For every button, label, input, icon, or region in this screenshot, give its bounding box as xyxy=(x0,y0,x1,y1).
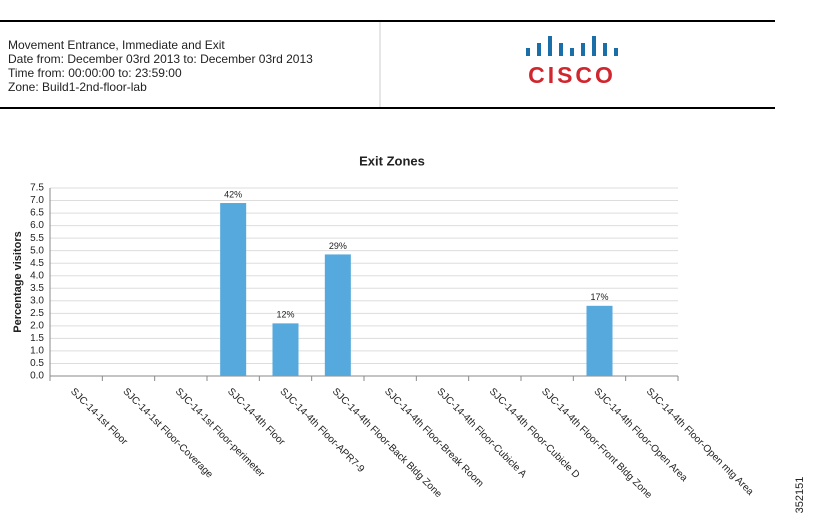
logo-bars xyxy=(526,36,618,56)
x-tick-label: SJC-14-4th Floor-APR7-9 xyxy=(278,386,367,475)
bar xyxy=(272,323,299,376)
bar xyxy=(220,203,247,376)
bar xyxy=(324,254,351,376)
bar-label: 42% xyxy=(224,189,242,199)
x-tick-label: SJC-14-4th Floor-Open Area xyxy=(592,386,690,484)
y-tick-label: 7.5 xyxy=(30,183,44,194)
bar xyxy=(586,305,613,376)
bar-label: 17% xyxy=(590,292,608,302)
x-tick-label: SJC-14-1st Floor xyxy=(68,386,130,448)
y-tick-label: 6.0 xyxy=(30,220,44,231)
header-line: Time from: 00:00:00 to: 23:59:00 xyxy=(8,66,182,80)
x-tick-label: SJC-14-4th Floor-Cubicle A xyxy=(435,386,529,480)
bar-label: 29% xyxy=(329,241,347,251)
logo: CISCO xyxy=(528,62,616,88)
y-tick-label: 0.5 xyxy=(30,358,44,369)
y-tick-label: 0.0 xyxy=(30,371,44,382)
y-axis-label: Percentage visitors xyxy=(12,231,24,333)
y-tick-label: 4.5 xyxy=(30,258,44,269)
x-tick-label: SJC-14-1st Floor-Coverage xyxy=(121,386,216,481)
figure-id: 352151 xyxy=(794,477,806,514)
x-tick-label: SJC-14-4th Floor-Break Room xyxy=(382,386,485,489)
y-tick-label: 1.0 xyxy=(30,346,44,357)
x-tick-label: SJC-14-4th Floor-Open mtg Area xyxy=(644,386,756,498)
y-tick-label: 3.5 xyxy=(30,283,44,294)
header-text: Movement Entrance, Immediate and Exit Da… xyxy=(8,38,313,94)
y-tick-label: 5.5 xyxy=(30,233,44,244)
y-tick-label: 2.0 xyxy=(30,321,44,332)
y-tick-label: 7.0 xyxy=(30,195,44,206)
header-line: Movement Entrance, Immediate and Exit xyxy=(8,38,225,52)
y-tick-label: 3.0 xyxy=(30,295,44,306)
header-line: Zone: Build1-2nd-floor-lab xyxy=(8,80,147,94)
x-tick-label: SJC-14-4th Floor-Cubicle D xyxy=(487,386,582,481)
x-tick-label: SJC-14-1st Floor-perimeter xyxy=(173,386,267,480)
y-tick-label: 5.0 xyxy=(30,245,44,256)
y-tick-label: 2.5 xyxy=(30,308,44,319)
header-line: Date from: December 03rd 2013 to: Decemb… xyxy=(8,52,313,66)
x-tick-label: SJC-14-4th Floor-Front Bldg Zone xyxy=(539,386,654,501)
y-tick-label: 4.0 xyxy=(30,270,44,281)
chart-title: Exit Zones xyxy=(359,153,425,168)
bar-label: 12% xyxy=(276,310,294,320)
y-tick-label: 6.5 xyxy=(30,208,44,219)
y-tick-label: 1.5 xyxy=(30,333,44,344)
x-tick-label: SJC-14-4th Floor-Back Bldg Zone xyxy=(330,386,444,500)
